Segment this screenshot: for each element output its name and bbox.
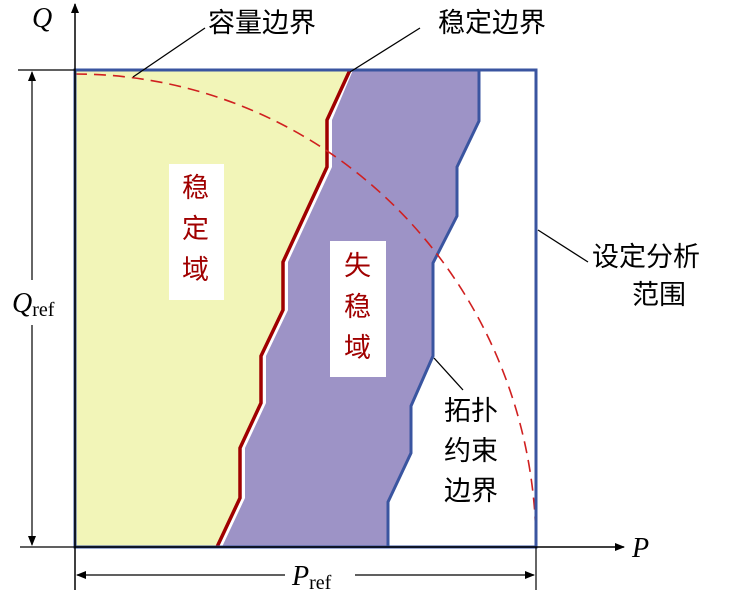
capacity-boundary-label: 容量边界 <box>208 8 316 39</box>
stability-boundary-label: 稳定边界 <box>438 8 546 39</box>
analysis-range-label: 范围 <box>632 280 686 311</box>
unstable-region-label: 失 <box>344 251 371 282</box>
unstable-region-label: 域 <box>344 333 371 364</box>
stability-boundary-line <box>215 69 352 548</box>
topology-boundary-label: 约束 <box>444 436 498 467</box>
stable-region-label: 稳 <box>182 173 209 204</box>
capacity-boundary-arc <box>74 73 537 548</box>
q-axis-label: Q <box>32 3 52 34</box>
analysis-range-label: 设定分析 <box>592 242 700 273</box>
unstable-region-label: 稳 <box>344 292 371 323</box>
leader-line <box>433 357 464 391</box>
leader-line <box>537 229 589 263</box>
leader-line <box>132 27 206 78</box>
stable-region-label: 定 <box>182 214 209 245</box>
stable-region <box>75 70 348 547</box>
topology-boundary-label: 拓扑 <box>444 396 498 427</box>
stable-label-box <box>169 164 224 300</box>
topology-boundary-line <box>386 70 481 547</box>
leader-line <box>349 27 421 73</box>
p-ref-label: Pref <box>291 561 332 594</box>
topology-boundary-label: 边界 <box>444 476 498 507</box>
stable-region-label: 域 <box>182 255 209 286</box>
q-ref-label: Qref <box>12 288 55 321</box>
p-axis-label: P <box>631 533 649 564</box>
unstable-label-box <box>330 241 386 377</box>
